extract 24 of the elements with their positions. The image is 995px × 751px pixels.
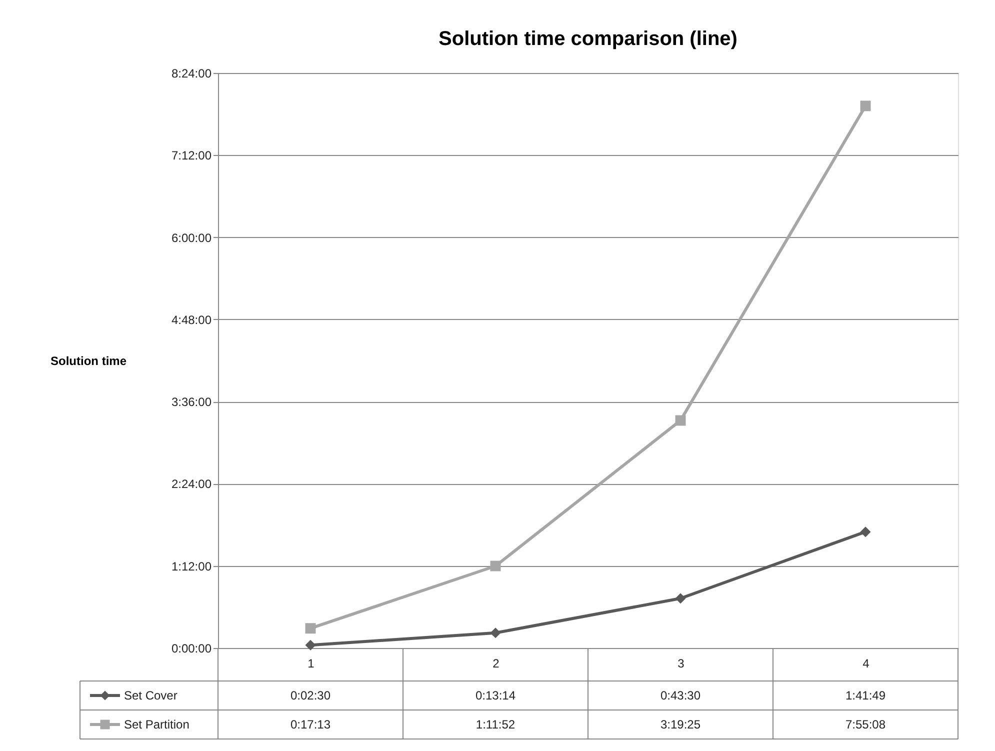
y-tick-label: 0:00:00 (171, 642, 212, 656)
y-tick-label: 3:36:00 (171, 395, 212, 410)
y-tick-label: 4:48:00 (171, 312, 212, 327)
y-tick-label: 7:12:00 (171, 148, 212, 163)
data-label: 3:19:25 (660, 718, 701, 732)
y-tick-label: 8:24:00 (171, 66, 212, 80)
data-label: 0:13:14 (475, 688, 516, 702)
x-tick-label: 3 (678, 656, 685, 670)
legend-label: Set Partition (124, 718, 190, 732)
x-tick-label: 4 (862, 656, 870, 670)
y-axis-title: Solution time (50, 354, 127, 368)
y-tick-label: 1:12:00 (171, 559, 212, 574)
y-tick-label: 6:00:00 (171, 230, 212, 245)
legend-label: Set Cover (124, 688, 178, 702)
x-tick-label: 1 (308, 656, 315, 670)
x-tick-label: 2 (492, 656, 500, 670)
data-label: 0:17:13 (290, 718, 331, 732)
y-tick-label: 2:24:00 (171, 477, 212, 492)
data-label: 1:41:49 (845, 688, 886, 702)
data-label: 0:43:30 (660, 688, 701, 702)
data-label: 0:02:30 (290, 688, 331, 702)
data-label: 7:55:08 (845, 718, 886, 732)
chart-title: Solution time comparison (line) (438, 28, 738, 50)
data-label: 1:11:52 (476, 718, 516, 732)
